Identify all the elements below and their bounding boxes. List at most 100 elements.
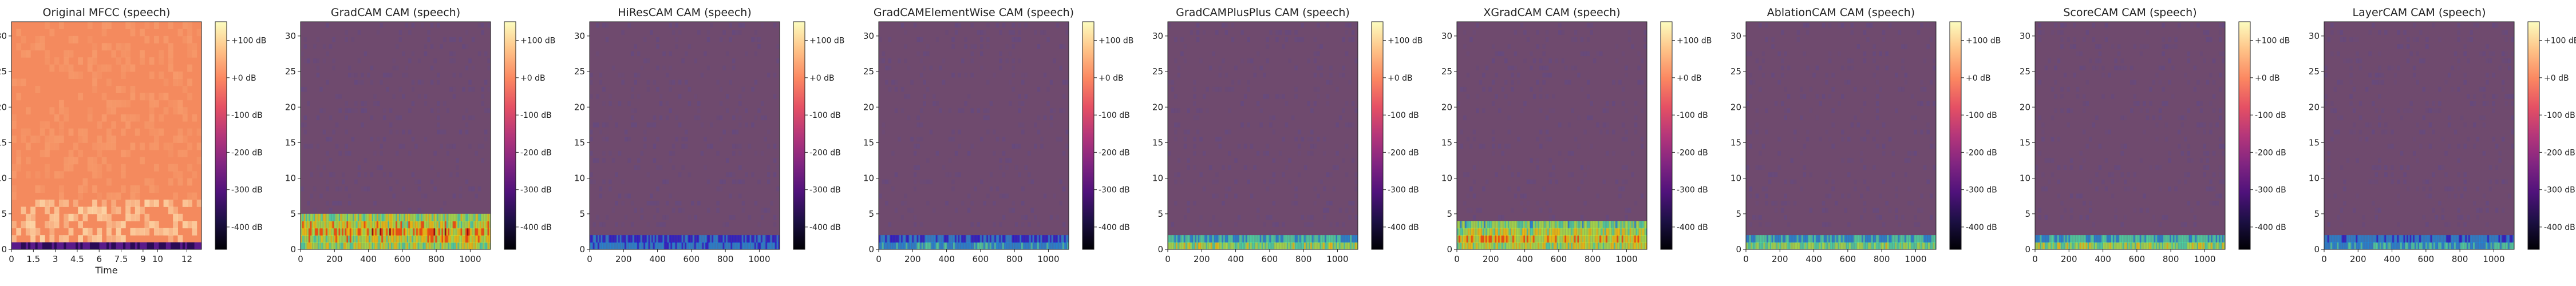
- texture-cell: [894, 108, 898, 113]
- texture-cell: [951, 186, 955, 192]
- texture-cell: [1571, 150, 1574, 156]
- texture-cell: [2146, 44, 2150, 49]
- y-tick-label: 5: [1, 209, 7, 219]
- texture-cell: [1323, 214, 1326, 220]
- activation-cell: [353, 221, 355, 229]
- texture-cell: [2101, 65, 2105, 71]
- texture-cell: [2218, 108, 2222, 113]
- texture-cell: [2085, 214, 2089, 220]
- activation-cell: [942, 235, 945, 243]
- activation-cell: [376, 221, 379, 229]
- mfcc-cell: [187, 64, 192, 72]
- texture-cell: [1297, 172, 1301, 177]
- activation-cell: [1041, 235, 1044, 243]
- texture-cell: [659, 115, 663, 121]
- texture-cell: [1765, 200, 1768, 206]
- activation-cell: [1193, 235, 1195, 243]
- texture-cell: [995, 186, 999, 192]
- activation-cell: [1488, 228, 1491, 236]
- mfcc-cell: [97, 121, 102, 129]
- activation-cell: [361, 235, 363, 243]
- texture-cell: [1929, 214, 1933, 220]
- texture-cell: [1539, 144, 1543, 149]
- activation-cell: [1342, 242, 1344, 249]
- texture-cell: [691, 200, 694, 206]
- texture-cell: [1634, 115, 1638, 121]
- activation-cell: [1007, 235, 1009, 243]
- texture-cell: [1180, 51, 1184, 57]
- mfcc-cell: [192, 50, 197, 58]
- texture-cell: [440, 208, 443, 213]
- activation-cell: [324, 242, 326, 249]
- texture-cell: [1879, 86, 1882, 92]
- activation-cell: [402, 235, 404, 243]
- texture-cell: [1040, 144, 1044, 149]
- activation-cell: [459, 221, 461, 229]
- activation-cell: [400, 221, 402, 229]
- activation-cell: [708, 242, 710, 249]
- x-tick-label: 0: [587, 254, 592, 264]
- texture-cell: [1530, 158, 1533, 163]
- texture-cell: [611, 208, 615, 213]
- activation-cell: [436, 242, 439, 249]
- texture-cell: [1193, 86, 1196, 92]
- texture-cell: [348, 108, 351, 113]
- texture-cell: [1552, 165, 1555, 170]
- mfcc-cell: [68, 228, 74, 236]
- activation-cell: [1001, 242, 1003, 249]
- activation-cell: [338, 228, 341, 236]
- activation-cell: [1607, 228, 1610, 236]
- activation-cell: [1024, 242, 1026, 249]
- mfcc-cell: [16, 43, 22, 51]
- panel-title: XGradCAM CAM (speech): [1483, 6, 1620, 19]
- activation-cell: [1239, 242, 1241, 249]
- activation-cell: [1580, 242, 1583, 249]
- texture-cell: [1746, 165, 1749, 170]
- texture-cell: [1507, 186, 1511, 192]
- texture-cell: [471, 86, 475, 92]
- activation-cell: [1029, 235, 1032, 243]
- texture-cell: [929, 65, 933, 71]
- texture-cell: [602, 222, 606, 227]
- activation-cell: [1204, 242, 1206, 249]
- activation-cell: [1185, 235, 1187, 243]
- activation-cell: [321, 228, 323, 236]
- texture-cell: [1755, 214, 1759, 220]
- activation-cell: [467, 213, 469, 221]
- texture-cell: [904, 30, 907, 35]
- activation-cell: [1491, 242, 1494, 249]
- texture-cell: [1049, 122, 1053, 128]
- activation-cell: [1861, 242, 1864, 249]
- texture-cell: [2092, 65, 2096, 71]
- mfcc-cell: [116, 235, 121, 243]
- activation-cell: [433, 213, 436, 221]
- texture-cell: [2190, 208, 2194, 213]
- texture-cell: [1498, 144, 1502, 149]
- mfcc-cell: [59, 185, 64, 193]
- texture-cell: [1759, 23, 1762, 28]
- texture-cell: [1342, 222, 1345, 227]
- activation-cell: [329, 235, 331, 243]
- texture-cell: [704, 165, 707, 170]
- texture-cell: [1174, 58, 1178, 63]
- texture-cell: [1784, 214, 1787, 220]
- activation-cell: [667, 235, 669, 243]
- texture-cell: [1168, 150, 1171, 156]
- texture-cell: [1803, 144, 1807, 149]
- texture-cell: [2083, 37, 2086, 42]
- activation-cell: [1477, 228, 1480, 236]
- texture-cell: [1532, 94, 1536, 99]
- activation-cell: [463, 235, 466, 243]
- activation-cell: [987, 242, 990, 249]
- texture-cell: [1577, 115, 1581, 121]
- activation-cell: [1523, 221, 1526, 229]
- activation-cell: [1016, 235, 1019, 243]
- activation-cell: [677, 235, 679, 243]
- activation-cell: [1538, 228, 1540, 236]
- texture-cell: [1479, 208, 1483, 213]
- activation-cell: [438, 213, 441, 221]
- texture-cell: [1008, 30, 1012, 35]
- activation-cell: [1617, 235, 1619, 243]
- texture-cell: [402, 94, 405, 99]
- activation-cell: [451, 213, 453, 221]
